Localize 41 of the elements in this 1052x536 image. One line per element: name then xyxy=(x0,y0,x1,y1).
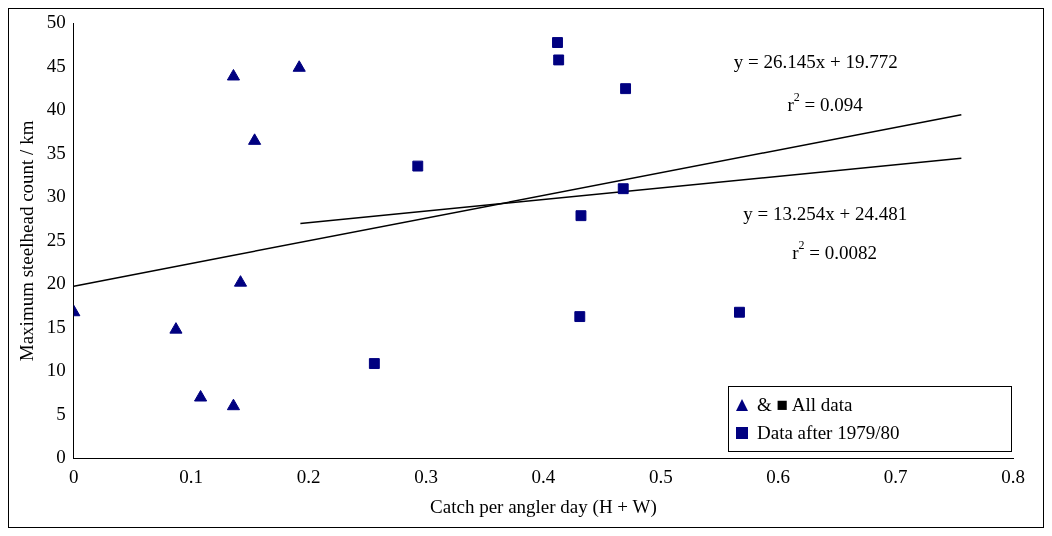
x-tick-label: 0.2 xyxy=(296,465,321,487)
legend-label: Data after 1979/80 xyxy=(757,422,900,445)
point xyxy=(368,358,380,370)
point xyxy=(734,306,745,318)
y-tick-label: 5 xyxy=(56,402,66,424)
annotation: y = 26.145x + 19.772 xyxy=(733,50,898,72)
x-tick-label: 0.3 xyxy=(414,465,438,487)
point xyxy=(226,398,241,411)
y-tick-label: 10 xyxy=(46,359,66,381)
y-tick-label: 30 xyxy=(46,185,66,207)
point xyxy=(617,183,629,195)
point xyxy=(620,83,632,95)
x-tick-label: 0.7 xyxy=(883,465,908,487)
point xyxy=(574,311,586,323)
point xyxy=(194,390,208,402)
point xyxy=(575,210,587,222)
point xyxy=(226,68,241,81)
y-tick-label: 20 xyxy=(46,272,66,294)
y-tick-label: 35 xyxy=(46,141,66,163)
point xyxy=(553,54,565,66)
y-tick-label: 25 xyxy=(46,228,66,250)
x-tick-label: 0.8 xyxy=(1001,465,1025,487)
point xyxy=(552,37,563,48)
y-tick-label: 15 xyxy=(46,315,66,337)
y-tick-label: 45 xyxy=(46,54,66,76)
point xyxy=(292,60,306,72)
point xyxy=(248,133,262,145)
x-tick-label: 0.5 xyxy=(648,465,673,487)
y-tick-label: 0 xyxy=(56,446,66,468)
legend-label: & ■ All data xyxy=(757,394,853,417)
x-tick-label: 0.4 xyxy=(531,465,556,487)
y-tick-label: 40 xyxy=(46,98,66,120)
x-tick-label: 0.1 xyxy=(179,465,204,487)
point xyxy=(412,160,424,172)
point xyxy=(169,322,183,334)
annotation: y = 13.254x + 24.481 xyxy=(743,202,908,224)
x-tick-label: 0.6 xyxy=(766,465,791,487)
point xyxy=(233,275,248,287)
y-axis-title: Maximum steelhead count / km xyxy=(16,120,38,362)
y-tick-label: 50 xyxy=(46,11,66,33)
x-axis-title: Catch per angler day (H + W) xyxy=(430,495,657,518)
